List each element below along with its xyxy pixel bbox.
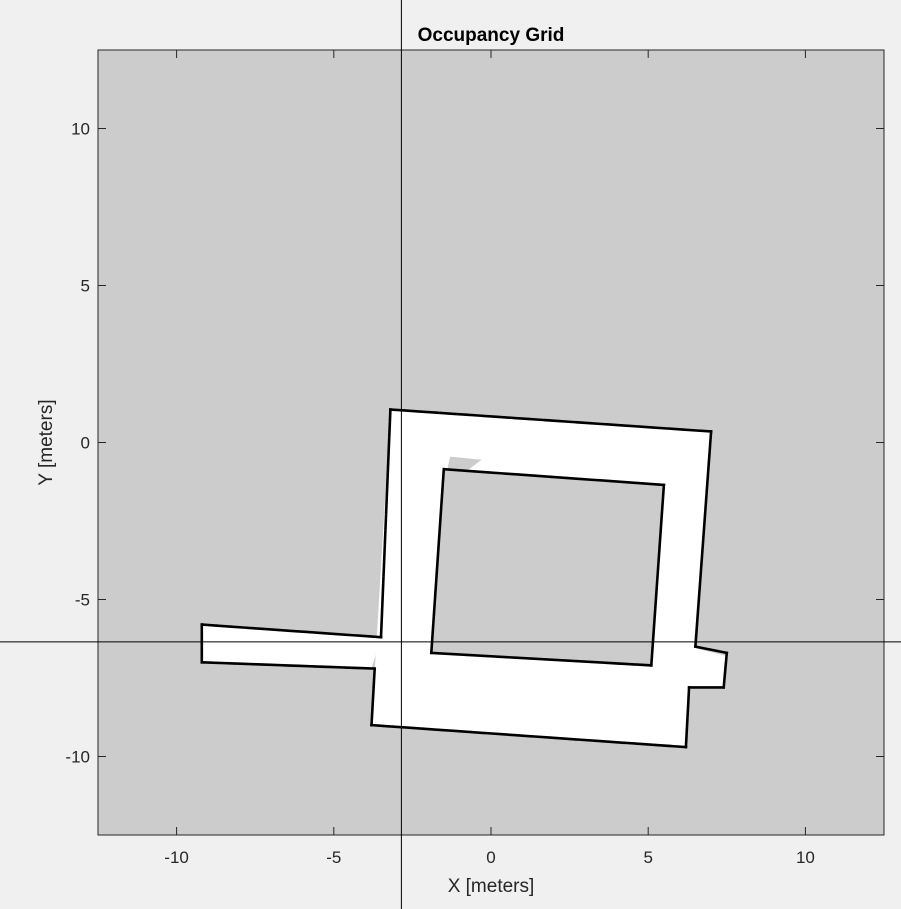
- axis-ticks: [98, 50, 884, 835]
- y-tick-label: 10: [71, 120, 90, 139]
- y-tick-label: -10: [65, 748, 90, 767]
- wall-stub-right: [722, 651, 729, 689]
- y-tick-label: 0: [81, 434, 90, 453]
- chart-title: Occupancy Grid: [418, 25, 565, 46]
- occupied-walls-layer: [200, 408, 729, 749]
- x-tick-label: 10: [796, 848, 815, 867]
- wall-inner-left: [429, 467, 446, 655]
- wall-corridor-bottom: [200, 660, 377, 670]
- wall-outer-left-lower: [370, 667, 377, 727]
- unknown-region-inner-notch: [447, 456, 482, 471]
- free-region-left-corridor: [201, 624, 381, 669]
- x-tick-label: -10: [164, 848, 189, 867]
- x-tick-label: 0: [486, 848, 495, 867]
- axis-tick-labels: -10 -5 0 5 10 10 5 0 -5 -10: [65, 120, 814, 868]
- y-axis-label: Y [meters]: [36, 399, 57, 485]
- plot-area[interactable]: [97, 49, 885, 836]
- wall-outer-top: [389, 408, 713, 433]
- wall-stub-top: [693, 645, 729, 655]
- unknown-region-inner-block: [431, 469, 664, 666]
- x-axis-label: X [meters]: [448, 876, 535, 897]
- wall-inner-bottom: [429, 651, 653, 667]
- wall-outer-left-upper: [379, 408, 392, 639]
- wall-outer-right-lower: [684, 686, 691, 749]
- unknown-space-layer: [431, 456, 664, 666]
- x-tick-label: -5: [326, 848, 341, 867]
- wall-outer-right-upper: [694, 430, 713, 648]
- wall-inner-right: [649, 483, 666, 667]
- free-region-right-stub: [685, 646, 727, 688]
- wall-outer-bottom: [370, 723, 688, 749]
- x-tick-label: 5: [643, 848, 652, 867]
- y-tick-label: 5: [81, 277, 90, 296]
- wall-corridor-top: [200, 623, 383, 639]
- wall-inner-top: [442, 467, 666, 487]
- y-tick-label: -5: [75, 591, 90, 610]
